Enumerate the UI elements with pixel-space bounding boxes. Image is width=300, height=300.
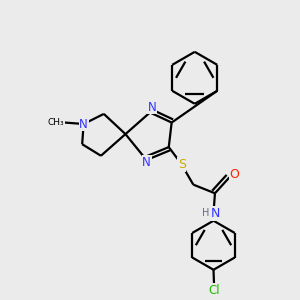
Text: N: N <box>148 101 157 114</box>
Text: N: N <box>210 207 220 220</box>
Text: Cl: Cl <box>208 284 220 297</box>
Text: N: N <box>79 118 88 130</box>
Text: N: N <box>142 156 151 169</box>
Text: O: O <box>230 168 239 181</box>
Text: H: H <box>202 208 209 218</box>
Text: S: S <box>178 158 186 171</box>
Text: CH₃: CH₃ <box>48 118 64 127</box>
